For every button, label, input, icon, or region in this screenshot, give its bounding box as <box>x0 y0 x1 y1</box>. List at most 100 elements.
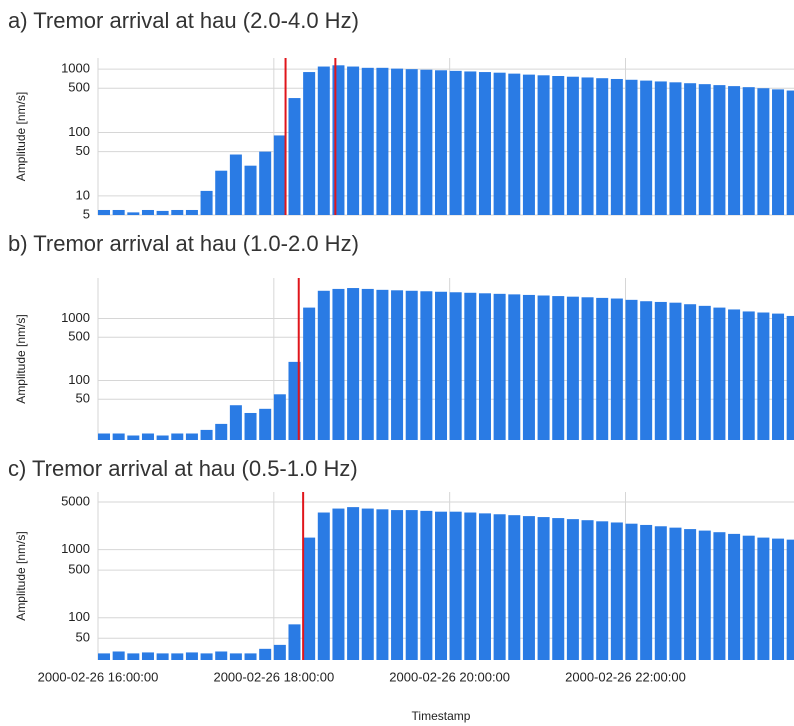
bar <box>435 511 448 660</box>
bar <box>141 433 154 440</box>
bar <box>464 292 477 440</box>
bar <box>610 298 623 440</box>
bar <box>566 519 579 660</box>
y-axis-label: Amplitude [nm/s] <box>14 531 28 620</box>
bar <box>508 515 521 660</box>
bar <box>742 311 755 440</box>
y-tick-label: 100 <box>68 609 90 624</box>
bar <box>478 293 491 440</box>
bar <box>522 294 535 440</box>
bar <box>581 77 594 215</box>
bar <box>215 170 228 215</box>
bar <box>640 301 653 440</box>
bar <box>391 510 404 660</box>
bar <box>757 88 770 215</box>
bar <box>449 70 462 215</box>
bar <box>229 154 242 215</box>
bar <box>317 66 330 215</box>
bar <box>303 537 316 660</box>
bar <box>405 69 418 215</box>
bar <box>405 290 418 440</box>
bar <box>347 288 360 440</box>
bar <box>698 84 711 216</box>
bar <box>478 513 491 660</box>
bar <box>537 75 550 215</box>
bar <box>171 433 184 440</box>
bar <box>786 90 794 215</box>
bar <box>112 433 125 440</box>
bar <box>698 305 711 440</box>
bar <box>391 68 404 215</box>
bar <box>728 86 741 216</box>
y-tick-label: 50 <box>76 630 90 645</box>
bar <box>317 290 330 440</box>
bar <box>347 66 360 215</box>
bar <box>229 405 242 440</box>
bar <box>347 507 360 660</box>
bar <box>259 408 272 440</box>
bar <box>728 309 741 440</box>
y-tick-label: 5000 <box>61 493 90 508</box>
bar <box>772 89 785 215</box>
x-axis-label: Timestamp <box>412 709 471 723</box>
bar <box>127 435 140 440</box>
bar <box>522 74 535 216</box>
bar <box>493 293 506 440</box>
bar <box>156 210 169 215</box>
x-tick-label: 2000-02-26 20:00:00 <box>389 669 510 684</box>
bar <box>610 522 623 660</box>
bar <box>772 538 785 660</box>
bar <box>405 510 418 660</box>
bar <box>435 291 448 440</box>
bar <box>361 508 374 660</box>
bar <box>596 297 609 440</box>
bar <box>200 429 213 440</box>
bar <box>112 209 125 215</box>
y-tick-label: 10 <box>76 187 90 202</box>
bar <box>171 653 184 660</box>
bar <box>288 624 301 660</box>
y-tick-label: 100 <box>68 124 90 139</box>
bar <box>98 653 111 660</box>
bar <box>200 190 213 215</box>
x-tick-label: 2000-02-26 22:00:00 <box>565 669 686 684</box>
y-tick-label: 500 <box>68 329 90 344</box>
bar <box>625 299 638 440</box>
bar <box>464 512 477 660</box>
bar <box>537 295 550 440</box>
bar <box>654 526 667 660</box>
bar <box>171 209 184 215</box>
bar <box>185 433 198 440</box>
bar <box>259 648 272 660</box>
bar <box>288 98 301 215</box>
bar <box>552 296 565 440</box>
bar <box>141 652 154 660</box>
bar <box>127 653 140 660</box>
bar <box>625 79 638 215</box>
bar <box>669 82 682 216</box>
bar <box>728 533 741 660</box>
y-tick-label: 1000 <box>61 61 90 76</box>
bar <box>376 289 389 440</box>
bar <box>449 511 462 660</box>
bar <box>654 81 667 216</box>
bar <box>464 71 477 215</box>
bar <box>478 72 491 215</box>
y-axis-label: Amplitude [nm/s] <box>14 314 28 403</box>
bar <box>332 288 345 440</box>
x-tick-label: 2000-02-26 18:00:00 <box>213 669 334 684</box>
bar <box>303 72 316 215</box>
x-tick-label: 2000-02-26 16:00:00 <box>38 669 159 684</box>
bar <box>610 78 623 215</box>
bar <box>215 423 228 440</box>
bar <box>786 539 794 660</box>
y-tick-label: 5 <box>83 206 90 221</box>
bar <box>420 510 433 660</box>
bar <box>435 70 448 215</box>
bar <box>420 69 433 215</box>
bar <box>244 653 257 660</box>
bar <box>786 315 794 440</box>
bar <box>244 412 257 440</box>
